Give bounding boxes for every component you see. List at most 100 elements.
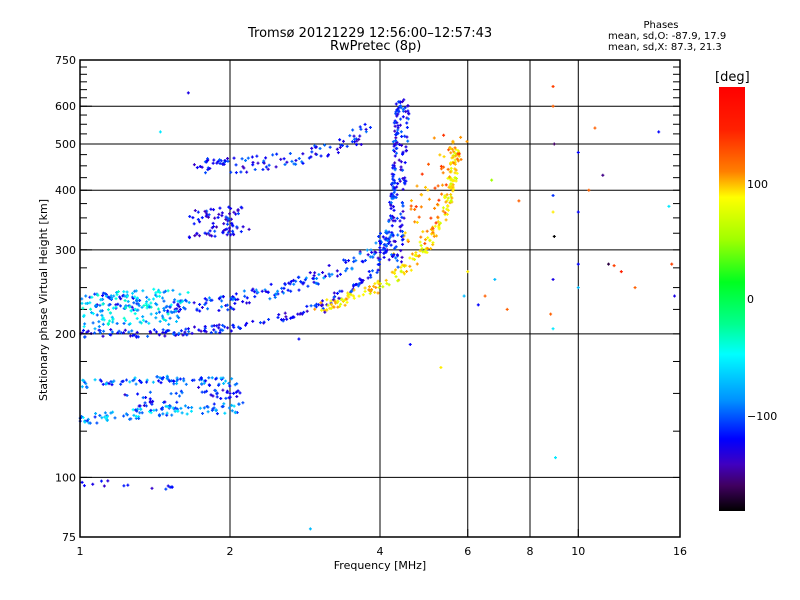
data-point [402,216,406,220]
data-point [192,163,196,167]
data-point [387,283,391,287]
data-point [219,328,223,332]
data-point [348,134,352,138]
data-point [116,331,120,335]
data-point [282,291,286,295]
data-point [224,217,228,221]
data-point [227,217,231,221]
data-point [229,329,233,333]
data-point [116,290,120,294]
data-point [172,382,176,386]
data-point [316,282,320,286]
data-point [217,212,221,216]
data-point [119,297,123,301]
data-point [335,291,339,295]
data-point [169,392,173,396]
data-point [234,292,238,296]
x-tick-label: 8 [527,545,534,558]
data-point [381,248,385,252]
colorbar-unit: [deg] [715,70,750,85]
data-point [435,202,439,206]
data-point [393,124,397,128]
data-point [95,421,99,425]
data-point [427,197,431,201]
data-point [110,315,114,319]
data-point [367,270,371,274]
data-point [434,221,438,225]
data-point [182,379,186,383]
data-point [667,204,671,208]
data-point [312,274,316,278]
data-point [431,243,435,247]
data-point [193,234,197,238]
data-point [399,260,403,264]
data-point [122,484,126,488]
data-point [401,233,405,237]
data-point [93,327,97,331]
data-point [393,149,397,153]
data-point [97,325,101,329]
data-point [576,150,580,154]
data-point [374,241,378,245]
data-point [292,278,296,282]
data-point [208,229,212,233]
data-point [135,317,139,321]
data-point [198,309,202,313]
data-point [378,242,382,246]
data-point [162,299,166,303]
data-point [128,380,132,384]
data-point [360,280,364,284]
data-point [459,135,463,139]
data-point [403,161,407,165]
data-point [450,147,454,151]
data-point [309,304,313,308]
data-point [203,302,207,306]
data-point [399,160,403,164]
data-point [401,187,405,191]
data-point [80,297,84,301]
data-point [137,417,141,421]
data-point [443,196,447,200]
data-point [212,208,216,212]
data-point [102,329,106,333]
data-point [283,283,287,287]
data-point [433,206,437,210]
data-point [292,282,296,286]
data-point [390,224,394,228]
data-point [370,269,374,273]
data-point [205,298,209,302]
data-point [215,225,219,229]
data-point [254,288,258,292]
data-point [148,390,152,394]
data-point [215,161,219,165]
data-point [185,412,189,416]
data-point [399,249,403,253]
data-point [335,147,339,151]
data-point [268,297,272,301]
data-point [352,260,356,264]
data-point [166,309,170,313]
data-point [601,173,605,177]
data-point [239,170,243,174]
data-point [148,400,152,404]
data-point [396,182,400,186]
data-point [406,117,410,121]
data-point [96,293,100,297]
data-point [389,203,393,207]
data-point [352,134,356,138]
data-point [426,236,430,240]
data-point [111,410,115,414]
data-point [447,148,451,152]
data-point [337,296,341,300]
data-point [212,328,216,332]
data-point [210,376,214,380]
data-point [323,310,327,314]
data-point [260,289,264,293]
data-point [313,304,317,308]
data-point [155,375,159,379]
data-point [228,391,232,395]
data-point [274,165,278,169]
data-point [437,227,441,231]
data-point [356,284,360,288]
